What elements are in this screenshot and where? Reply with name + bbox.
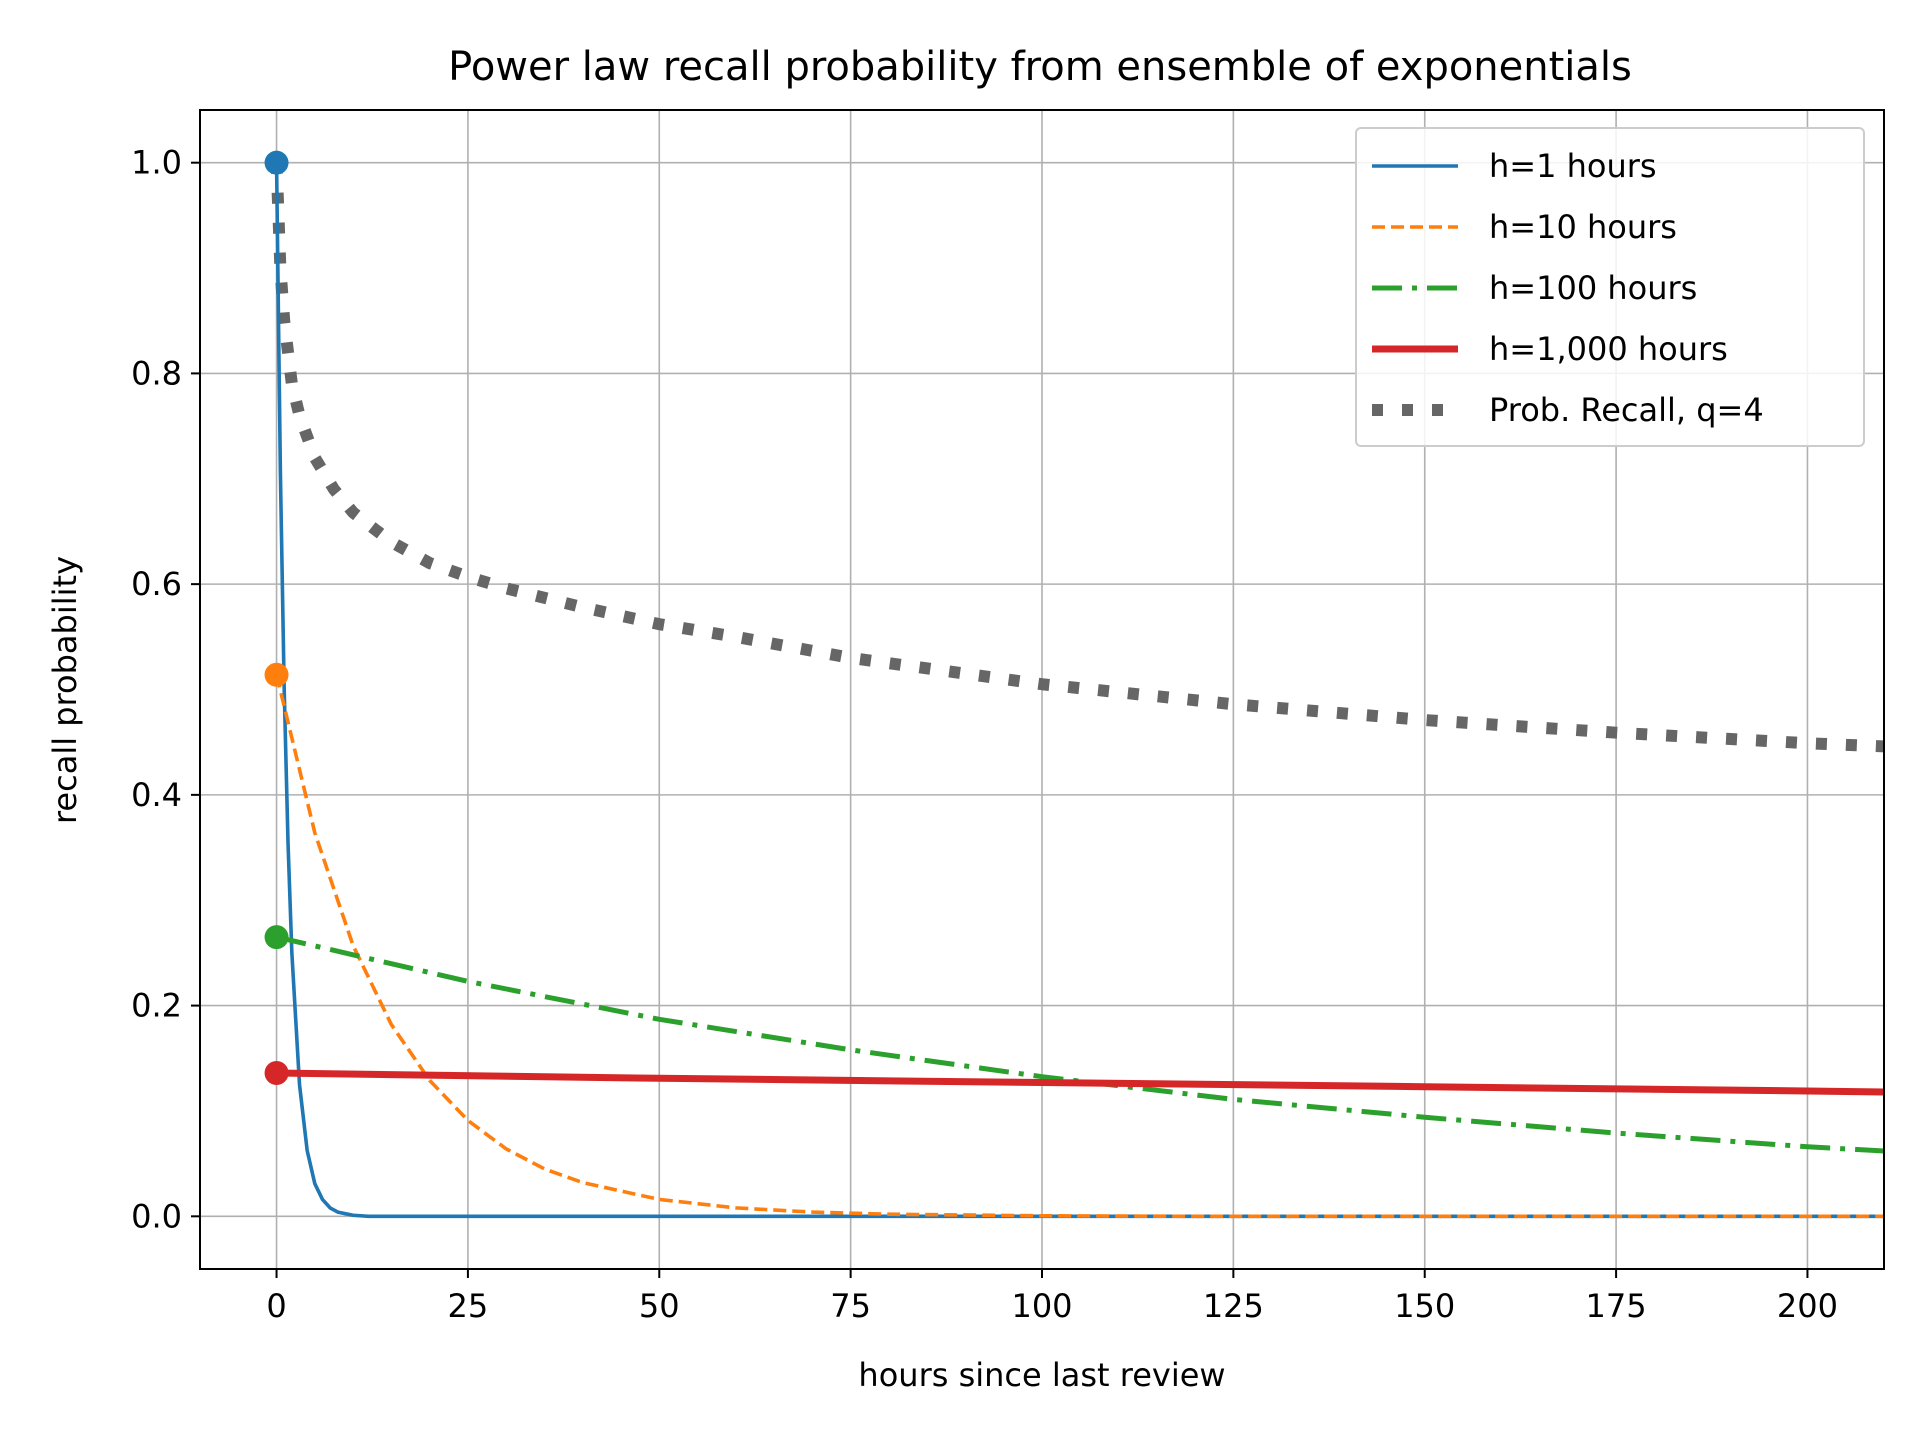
series-line-h-100-hours [275, 934, 1884, 1154]
legend-label-h-1-hours: h=1 hours [1489, 147, 1657, 185]
y-axis-label: recall probability [46, 556, 84, 824]
y-tick-label: 1.0 [131, 144, 182, 182]
x-tick-label: 100 [1011, 1287, 1072, 1325]
series-start-marker-h-10-hours [264, 662, 289, 687]
legend-label-h-1-000-hours: h=1,000 hours [1489, 330, 1728, 368]
y-tick-label: 0.0 [131, 1197, 182, 1235]
series-line-h-1-hours [274, 162, 1884, 1219]
series-layer [264, 150, 1884, 1219]
legend-box [1355, 127, 1865, 447]
chart-title: Power law recall probability from ensemb… [448, 44, 1632, 90]
x-tick-label: 150 [1394, 1287, 1455, 1325]
legend-label-h-100-hours: h=100 hours [1489, 269, 1697, 307]
x-tick-label: 0 [266, 1287, 286, 1325]
ticks: 0 25 50 75 100 125 150 175 200 0.0 0.2 0.4 0.6 0.8 1.0 [131, 144, 1838, 1325]
series-line-h-1-000-hours [276, 1069, 1884, 1096]
x-tick-label: 200 [1777, 1287, 1838, 1325]
y-tick-label: 0.2 [131, 987, 182, 1025]
series-start-marker-h-1-hours [264, 150, 289, 175]
x-tick-label: 25 [448, 1287, 489, 1325]
legend: h=1 hours h=10 hours h=100 hours h=1,000 ho… [1355, 127, 1865, 447]
legend-label-h-10-hours: h=10 hours [1489, 208, 1677, 246]
y-tick-label: 0.8 [131, 354, 182, 392]
series-start-marker-h-100-hours [264, 925, 289, 950]
y-tick-label: 0.4 [131, 776, 182, 814]
x-tick-label: 50 [639, 1287, 680, 1325]
x-tick-label: 75 [830, 1287, 871, 1325]
x-tick-label: 125 [1203, 1287, 1264, 1325]
y-tick-label: 0.6 [131, 565, 182, 603]
series-line-prob-recall-q-4 [270, 162, 1884, 753]
legend-label-prob-recall-q-4: Prob. Recall, q=4 [1489, 391, 1764, 429]
series-start-marker-h-1-000-hours [264, 1061, 289, 1086]
x-axis-label: hours since last review [858, 1356, 1225, 1394]
x-tick-label: 175 [1586, 1287, 1647, 1325]
